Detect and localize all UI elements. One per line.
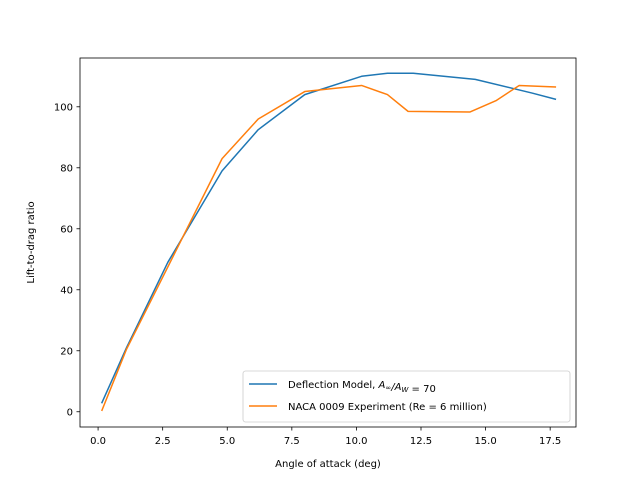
x-tick-label: 10.0 — [345, 436, 367, 447]
y-tick-label: 40 — [60, 285, 73, 296]
x-tick-label: 2.5 — [155, 436, 171, 447]
y-tick-label: 80 — [60, 163, 73, 174]
legend-box — [242, 370, 571, 423]
legend: Deflection Model, A∞/AW = 70 NACA 0009 Ex… — [242, 370, 571, 423]
plot-area — [79, 57, 577, 428]
x-tick-label: 17.5 — [539, 436, 561, 447]
y-tick-label: 20 — [60, 346, 73, 357]
y-tick-label: 100 — [54, 102, 73, 113]
x-tick-label: 15.0 — [474, 436, 496, 447]
y-axis-ticks: 0 20 40 60 80 100 — [54, 102, 80, 418]
y-tick-label: 60 — [60, 224, 73, 235]
x-tick-label: 7.5 — [284, 436, 300, 447]
axes-frame — [79, 57, 577, 428]
series-line-2 — [100, 84, 557, 412]
series-line-1 — [100, 72, 557, 404]
legend-label-1: Deflection Model, A∞/AW = 70 — [288, 380, 436, 395]
legend-label-2: NACA 0009 Experiment (Re = 6 million) — [288, 402, 487, 413]
x-tick-label: 12.5 — [410, 436, 432, 447]
x-axis-ticks: 0.0 2.5 5.0 7.5 10.0 12.5 15.0 17.5 — [90, 427, 561, 447]
x-axis-label: Angle of attack (deg) — [275, 459, 381, 470]
y-tick-label: 0 — [67, 407, 73, 418]
x-tick-label: 5.0 — [219, 436, 235, 447]
x-tick-label: 0.0 — [90, 436, 106, 447]
y-axis-label: Lift-to-drag ratio — [26, 201, 37, 283]
